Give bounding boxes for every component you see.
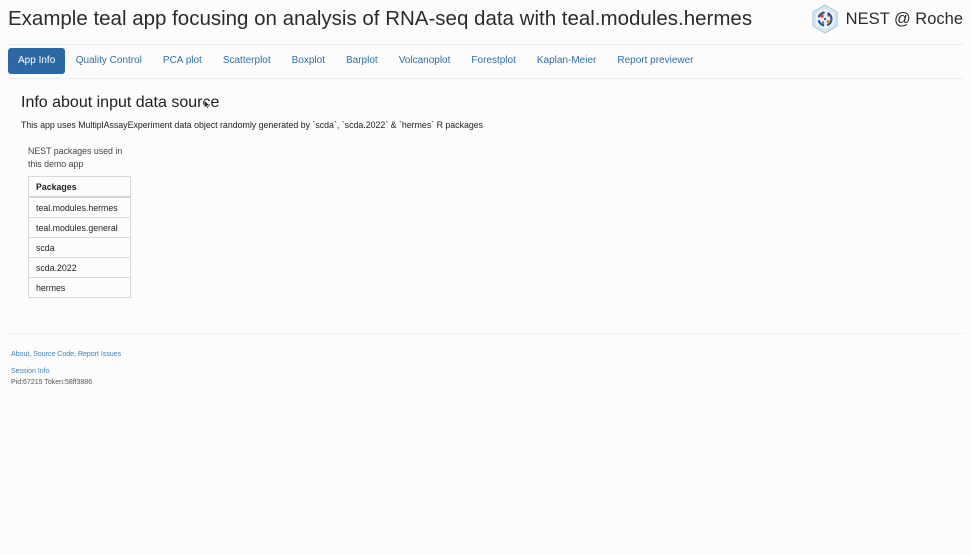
table-cell: scda.2022 bbox=[28, 257, 131, 278]
table-cell: scda bbox=[28, 237, 131, 258]
brand-text: NEST @ Roche bbox=[845, 9, 963, 28]
mouse-cursor-icon bbox=[204, 100, 210, 109]
brand: NEST @ Roche bbox=[810, 4, 963, 34]
table-cell: teal.modules.hermes bbox=[28, 196, 131, 218]
header-divider bbox=[8, 44, 964, 45]
table-header-row: Packages bbox=[28, 176, 131, 198]
table-caption: NEST packages used in this demo app bbox=[28, 146, 123, 169]
footer-separator: , bbox=[74, 351, 78, 358]
tab-app-info[interactable]: App Info bbox=[8, 48, 66, 74]
pid-token-text: Pid:67215 Token:58ff3886 bbox=[11, 379, 93, 386]
tab-kaplan-meier[interactable]: Kaplan-Meier bbox=[536, 55, 597, 66]
app-title: Example teal app focusing on analysis of… bbox=[8, 7, 753, 30]
table-cell: teal.modules.general bbox=[28, 217, 131, 238]
packages-table: Packages teal.modules.hermes teal.module… bbox=[28, 176, 131, 298]
section-title: Info about input data source bbox=[21, 94, 220, 111]
table-row: hermes bbox=[28, 277, 131, 298]
report-issues-link[interactable]: Report Issues bbox=[77, 351, 122, 358]
intro-text: This app uses MultiplAssayExperiment dat… bbox=[21, 120, 484, 130]
nest-logo-icon bbox=[812, 4, 838, 34]
tab-volcanoplot[interactable]: Volcanoplot bbox=[398, 55, 451, 66]
tab-scatterplot[interactable]: Scatterplot bbox=[222, 55, 271, 66]
tabs-divider bbox=[8, 78, 964, 79]
tab-quality-control[interactable]: Quality Control bbox=[75, 55, 142, 66]
tab-pca-plot[interactable]: PCA plot bbox=[162, 55, 202, 66]
table-row: scda bbox=[28, 237, 131, 258]
table-row: scda.2022 bbox=[28, 257, 131, 278]
tab-forestplot[interactable]: Forestplot bbox=[471, 55, 516, 66]
source-code-link[interactable]: Source Code bbox=[33, 351, 75, 358]
session-info-link[interactable]: Session Info bbox=[11, 368, 50, 375]
footer-divider bbox=[8, 333, 964, 334]
app-header: Example teal app focusing on analysis of… bbox=[0, 0, 970, 40]
tab-boxplot[interactable]: Boxplot bbox=[291, 55, 325, 66]
table-cell: hermes bbox=[28, 277, 131, 298]
table-header-packages: Packages bbox=[28, 176, 131, 198]
footer-links: About, Source Code, Report Issues bbox=[11, 351, 121, 358]
table-row: teal.modules.hermes bbox=[28, 196, 131, 218]
footer-separator: , bbox=[29, 351, 34, 358]
table-row: teal.modules.general bbox=[28, 217, 131, 238]
tab-barplot[interactable]: Barplot bbox=[346, 55, 378, 66]
main-tabs: App Info Quality Control PCA plot Scatte… bbox=[8, 48, 704, 74]
about-link[interactable]: About bbox=[11, 351, 30, 358]
tab-report-previewer[interactable]: Report previewer bbox=[617, 55, 694, 66]
